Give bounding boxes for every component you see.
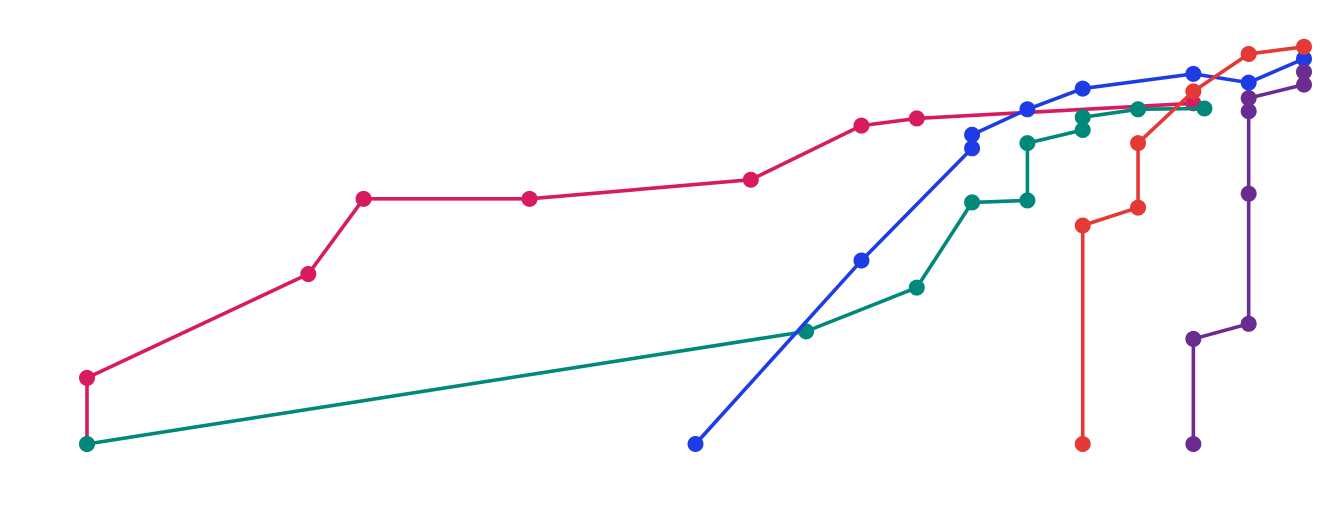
series-5-line xyxy=(1191,70,1306,446)
series-2-point-7 xyxy=(1074,121,1091,138)
series-3 xyxy=(687,50,1312,452)
series-5-point-7 xyxy=(1296,76,1312,93)
series-4-point-7 xyxy=(1296,38,1312,55)
series-3-point-2 xyxy=(853,252,870,269)
series-4-point-4 xyxy=(1130,135,1147,152)
series-2-point-6 xyxy=(1019,135,1036,152)
series-1-point-2 xyxy=(79,369,95,386)
series-3-point-5 xyxy=(1019,101,1036,118)
series-4-point-5 xyxy=(1185,83,1202,100)
series-3-point-9 xyxy=(1296,50,1312,67)
series-3-point-1 xyxy=(687,436,704,452)
series-1 xyxy=(79,95,1202,452)
series-5-point-6 xyxy=(1240,90,1257,107)
series-5 xyxy=(1185,63,1312,452)
series-3-point-7 xyxy=(1185,65,1202,82)
series-1-point-8 xyxy=(908,110,925,127)
series-2-point-8 xyxy=(1074,109,1091,126)
series-3-point-8 xyxy=(1240,74,1257,91)
series-5-point-4 xyxy=(1240,185,1257,202)
series-2-point-4 xyxy=(964,194,981,211)
series-5-point-2 xyxy=(1185,330,1202,347)
series-2-point-3 xyxy=(908,279,925,296)
series-3-point-4 xyxy=(964,126,981,143)
series-2-line xyxy=(85,106,1207,446)
series-4-point-3 xyxy=(1130,199,1147,216)
series-2-point-5 xyxy=(1019,192,1036,209)
series-5-point-5 xyxy=(1240,103,1257,120)
series-5-point-3 xyxy=(1240,315,1257,332)
series-5-point-1 xyxy=(1185,436,1202,452)
series-1-point-6 xyxy=(742,171,759,188)
series-1-point-3 xyxy=(300,266,317,283)
series-3-point-6 xyxy=(1074,80,1091,97)
series-2-point-1 xyxy=(79,436,95,452)
series-4 xyxy=(1074,38,1312,452)
series-4-point-2 xyxy=(1074,217,1091,234)
series-4-point-6 xyxy=(1240,45,1257,62)
series-5-point-8 xyxy=(1296,63,1312,80)
series-2-point-9 xyxy=(1130,101,1147,118)
series-1-point-5 xyxy=(521,190,538,207)
series-3-point-3 xyxy=(964,140,981,157)
series-3-line xyxy=(693,56,1306,446)
series-2 xyxy=(79,100,1213,452)
series-1-point-4 xyxy=(355,190,372,207)
series-4-point-1 xyxy=(1074,436,1091,452)
series-2-point-10 xyxy=(1196,100,1213,117)
series-1-point-7 xyxy=(853,117,870,134)
